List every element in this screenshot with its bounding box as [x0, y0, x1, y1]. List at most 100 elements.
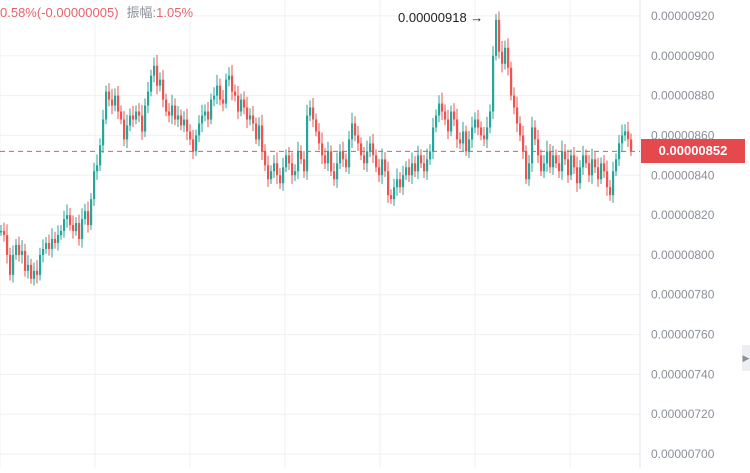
candle-body [42, 248, 45, 255]
y-tick-label: 0.00000900 [651, 49, 715, 63]
candle-body [18, 244, 21, 255]
candle-body [255, 123, 258, 140]
candle-body [15, 244, 18, 255]
candle-body [555, 155, 558, 164]
candle-body [546, 151, 549, 164]
candle-body [618, 143, 621, 160]
candle-body [57, 234, 60, 243]
candle-body [585, 155, 588, 164]
candle-body [225, 79, 228, 104]
candle-body [75, 223, 78, 232]
candle-body [483, 135, 486, 140]
candle-body [474, 119, 477, 128]
candle-body [273, 163, 276, 172]
candle-body [408, 167, 411, 176]
candle-body [204, 111, 207, 116]
candle-body [543, 163, 546, 172]
candle-body [63, 219, 66, 232]
candle-body [486, 127, 489, 140]
candle-body [375, 155, 378, 168]
candle-body [507, 47, 510, 68]
candle-body [9, 254, 12, 275]
candle-body [258, 125, 261, 140]
candle-body [303, 159, 306, 172]
candle-body [222, 99, 225, 104]
candle-body [606, 171, 609, 188]
candle-body [450, 111, 453, 132]
candle-body [261, 125, 264, 152]
candle-body [297, 151, 300, 172]
candle-body [282, 167, 285, 184]
candle-body [360, 143, 363, 156]
high-price-annotation: 0.00000918 → [398, 9, 484, 25]
candle-body [33, 270, 36, 279]
candle-body [405, 167, 408, 176]
candle-body [594, 159, 597, 168]
y-tick-label: 0.00000720 [651, 407, 715, 421]
candle-body [579, 167, 582, 184]
candle-body [105, 91, 108, 120]
y-tick-label: 0.00000700 [651, 447, 715, 461]
candle-body [528, 163, 531, 180]
candle-body [291, 163, 294, 176]
candle-body [27, 264, 30, 271]
candle-body [564, 151, 567, 160]
candle-body [420, 155, 423, 164]
candle-body [210, 99, 213, 120]
candle-body [498, 19, 501, 52]
candle-body [276, 163, 279, 176]
candle-body [108, 91, 111, 100]
candle-body [612, 171, 615, 196]
candle-body [429, 151, 432, 160]
candle-body [522, 135, 525, 152]
candle-body [306, 115, 309, 172]
candle-body [441, 103, 444, 112]
candle-body [495, 19, 498, 56]
candle-body [432, 127, 435, 152]
candle-body [138, 111, 141, 116]
candle-body [570, 155, 573, 176]
candle-body [468, 139, 471, 152]
candle-body [453, 111, 456, 120]
candle-body [324, 155, 327, 164]
candle-body [285, 155, 288, 168]
candle-body [234, 91, 237, 96]
candle-body [123, 119, 126, 140]
candle-body [372, 143, 375, 156]
candle-body [87, 211, 90, 226]
candle-body [153, 65, 156, 76]
candle-body [438, 103, 441, 116]
candle-body [96, 165, 99, 172]
candle-body [249, 115, 252, 120]
candle-body [69, 215, 72, 226]
candle-body [387, 171, 390, 196]
candle-body [576, 167, 579, 184]
candle-body [351, 123, 354, 140]
candle-body [603, 163, 606, 172]
candle-body [231, 75, 234, 92]
candle-body [159, 79, 162, 86]
chevron-right-icon[interactable]: ▶ [742, 345, 750, 371]
candle-body [366, 151, 369, 164]
candle-body [567, 159, 570, 176]
candle-body [30, 264, 33, 279]
candle-body [510, 67, 513, 96]
candle-body [165, 99, 168, 112]
candle-body [120, 111, 123, 120]
candle-body [393, 187, 396, 200]
candle-body [141, 115, 144, 132]
candle-body [630, 139, 633, 152]
candle-body [156, 65, 159, 86]
candle-body [345, 159, 348, 168]
y-tick-label: 0.00000820 [651, 208, 715, 222]
candle-body [477, 119, 480, 128]
candle-body [417, 155, 420, 172]
candle-body [378, 167, 381, 176]
candle-body [270, 171, 273, 180]
candle-body [414, 163, 417, 172]
candle-body [207, 111, 210, 120]
candle-body [315, 119, 318, 132]
candle-body [423, 163, 426, 172]
